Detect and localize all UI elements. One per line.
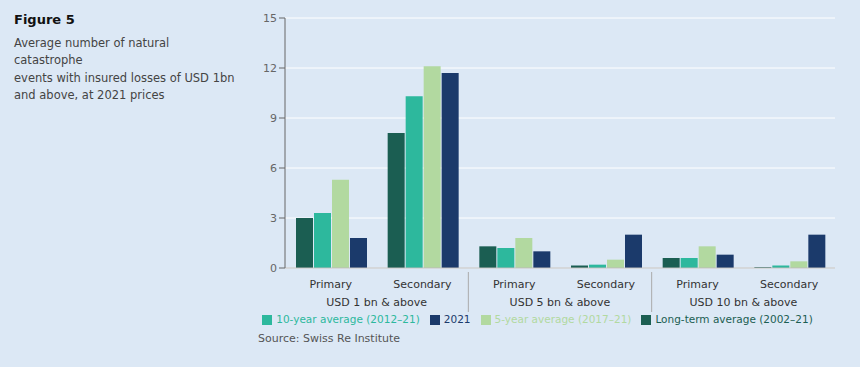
html-text:2021: 2021 — [443, 313, 471, 325]
html-text:Source: Swiss Re Institute: Source: Swiss Re Institute — [258, 332, 401, 345]
svg-text:Secondary: Secondary — [760, 278, 819, 291]
html-text:Figure 5: Figure 5 — [14, 12, 75, 27]
svg-text:Primary: Primary — [310, 278, 353, 291]
svg-text:15: 15 — [263, 12, 277, 25]
html-text:Average number of natural cata: Average number of natural catastrophe ev… — [14, 36, 235, 102]
svg-text:USD 10 bn & above: USD 10 bn & above — [689, 296, 797, 309]
svg-text:12: 12 — [263, 62, 277, 75]
svg-text:Secondary: Secondary — [577, 278, 636, 291]
svg-text:0: 0 — [270, 262, 277, 275]
html-text:5-year average (2017–21): 5-year average (2017–21) — [494, 313, 632, 325]
svg-text:Secondary: Secondary — [393, 278, 452, 291]
svg-text:USD 5 bn & above: USD 5 bn & above — [510, 296, 611, 309]
svg-text:9: 9 — [270, 112, 277, 125]
svg-text:3: 3 — [270, 212, 277, 225]
svg-text:USD 1 bn & above: USD 1 bn & above — [326, 296, 427, 309]
html-text:10-year average (2012–21): 10-year average (2012–21) — [276, 313, 420, 325]
svg-text:6: 6 — [270, 162, 277, 175]
html-text:Long-term average (2002–21): Long-term average (2002–21) — [655, 313, 813, 325]
svg-text:Primary: Primary — [676, 278, 719, 291]
svg-text:Primary: Primary — [493, 278, 536, 291]
